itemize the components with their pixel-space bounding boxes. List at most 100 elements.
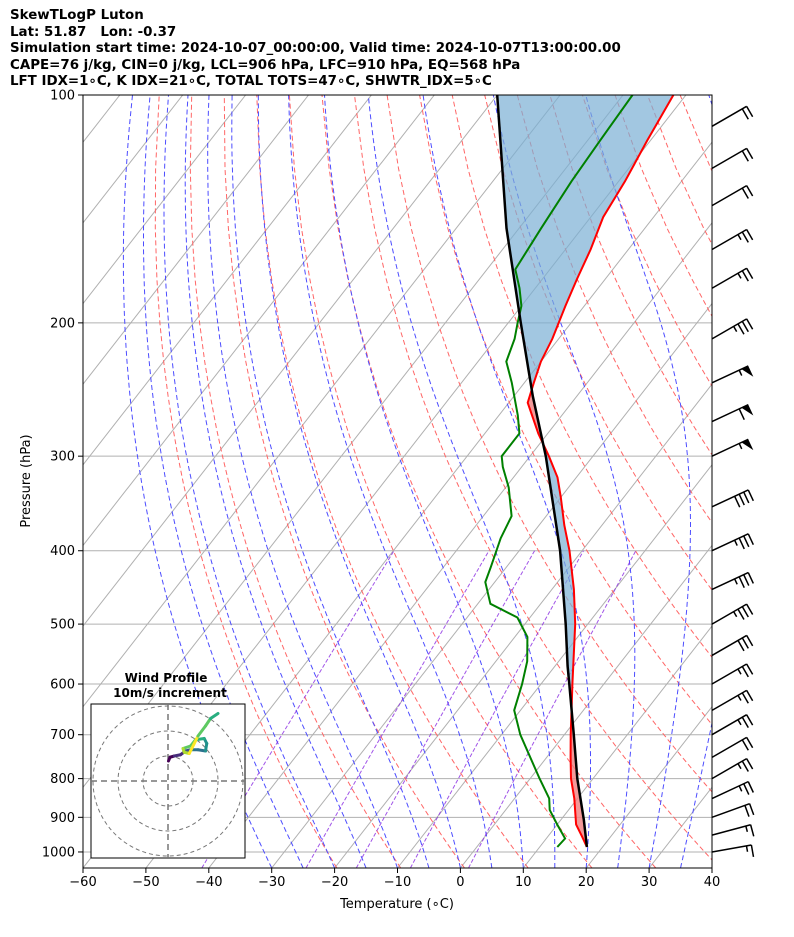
- x-tick-label: 0: [456, 875, 464, 890]
- dewpoint-line: [484, 95, 634, 848]
- y-axis-label: Pressure (hPa): [19, 434, 34, 527]
- wind-barb: [711, 689, 754, 711]
- x-tick-label: −30: [258, 875, 285, 890]
- index-line: LFT IDX=1∘C, K IDX=21∘C, TOTAL TOTS=47∘C…: [10, 74, 492, 89]
- x-tick-label: 20: [578, 875, 595, 890]
- mixing-ratio-line: [201, 550, 395, 868]
- wind-barbs: [711, 105, 755, 857]
- x-tick-label: −50: [132, 875, 159, 890]
- y-tick-label: 700: [50, 728, 75, 743]
- location-line: Lat: 51.87 Lon: -0.37: [10, 24, 177, 40]
- y-axis: 100 200 300 400 500 600 700 800 900 1000: [42, 89, 83, 860]
- mixing-ratio-line: [409, 550, 584, 868]
- x-tick-label: −20: [321, 875, 348, 890]
- mixing-ratio-line: [305, 550, 490, 868]
- y-tick-label: 300: [50, 450, 75, 465]
- x-tick-label: 10: [515, 875, 532, 890]
- isotherm-line: [711, 867, 712, 868]
- isotherm-line: [585, 705, 712, 868]
- wind-barb: [711, 228, 754, 251]
- cape-cin-fill: [497, 95, 674, 846]
- y-tick-label: 500: [50, 618, 75, 633]
- wind-barb: [711, 757, 754, 780]
- dry-adiabat: [549, 95, 712, 456]
- hodograph-ring: [117, 730, 219, 832]
- hodograph-subtitle: 10m/s increment: [113, 686, 227, 700]
- wind-barb: [711, 365, 754, 384]
- wind-barb: [711, 844, 755, 857]
- isotherm-line: [83, 95, 561, 708]
- hodograph-trace: [187, 734, 200, 755]
- x-tick-label: −40: [195, 875, 222, 890]
- wind-barb: [711, 603, 754, 625]
- dry-adiabat: [713, 95, 794, 868]
- moist-adiabat: [585, 95, 691, 868]
- x-tick-label: −10: [384, 875, 411, 890]
- wind-barb: [711, 318, 754, 340]
- wind-barb: [711, 533, 755, 552]
- isotherm-line: [334, 383, 712, 868]
- dry-adiabat: [189, 95, 402, 868]
- hodograph-trace: [204, 717, 212, 728]
- isotherm-line: [145, 141, 712, 868]
- moist-adiabat: [711, 865, 712, 868]
- wind-barb: [711, 802, 755, 819]
- wind-barb: [711, 663, 754, 685]
- cape-area: [497, 95, 674, 389]
- moist-adiabat: [492, 95, 636, 868]
- hodograph-trace: [196, 724, 207, 738]
- moist-adiabat: [207, 95, 398, 868]
- moist-adiabat: [122, 95, 273, 868]
- wind-barb: [711, 824, 755, 837]
- moist-adiabat: [231, 95, 430, 868]
- moist-adiabat: [184, 95, 367, 868]
- isotherm-line: [460, 544, 712, 868]
- y-tick-label: 400: [50, 544, 75, 559]
- dry-adiabat: [223, 95, 465, 868]
- y-tick-label: 200: [50, 316, 75, 331]
- moist-adiabat: [288, 95, 493, 868]
- profiles: [484, 95, 675, 848]
- isotherm-line: [83, 95, 435, 547]
- dry-adiabat: [288, 95, 593, 868]
- x-tick-label: 40: [704, 875, 721, 890]
- x-axis-label: Temperature (∘C): [339, 897, 454, 912]
- wind-barb: [711, 634, 754, 657]
- temperature-line: [526, 95, 675, 848]
- mixing-ratio-line: [468, 550, 637, 868]
- dry-adiabat: [484, 95, 712, 591]
- wind-barb: [711, 403, 754, 423]
- wind-barb: [711, 571, 755, 591]
- moist-adiabat: [744, 95, 794, 868]
- parcel-path: [495, 95, 589, 848]
- isotherm-line: [522, 625, 712, 868]
- chart-header: SkewTLogP Luton Lat: 51.87 Lon: -0.37 Si…: [10, 8, 621, 91]
- wind-barb: [711, 489, 755, 508]
- y-tick-label: 100: [50, 89, 75, 104]
- x-axis: −60 −50 −40 −30 −20 −10 0 10 20 30 40: [69, 868, 720, 890]
- dry-adiabat: [778, 95, 794, 868]
- dry-adiabat: [321, 95, 657, 868]
- wind-barb: [711, 714, 754, 736]
- x-tick-label: −60: [69, 875, 96, 890]
- time-line: Simulation start time: 2024-10-07_00:00:…: [10, 41, 621, 56]
- dry-adiabat: [386, 95, 712, 793]
- moist-adiabat: [324, 95, 524, 868]
- wind-barb: [711, 184, 754, 207]
- dry-adiabat: [256, 95, 529, 868]
- isotherm-line: [83, 95, 309, 385]
- y-tick-label: 800: [50, 772, 75, 787]
- wind-barb: [711, 438, 754, 457]
- dry-adiabat: [679, 95, 712, 172]
- cape-line: CAPE=76 j/kg, CIN=0 j/kg, LCL=906 hPa, L…: [10, 57, 521, 73]
- dry-adiabat: [745, 95, 794, 868]
- dry-adiabat: [419, 95, 712, 726]
- moist-adiabat: [422, 95, 591, 868]
- moist-adiabat: [143, 95, 304, 868]
- dry-adiabat: [354, 95, 712, 861]
- isotherm-line: [397, 463, 712, 868]
- isotherm-line: [83, 95, 372, 466]
- isotherm-line: [271, 302, 712, 868]
- isotherm-line: [83, 95, 498, 627]
